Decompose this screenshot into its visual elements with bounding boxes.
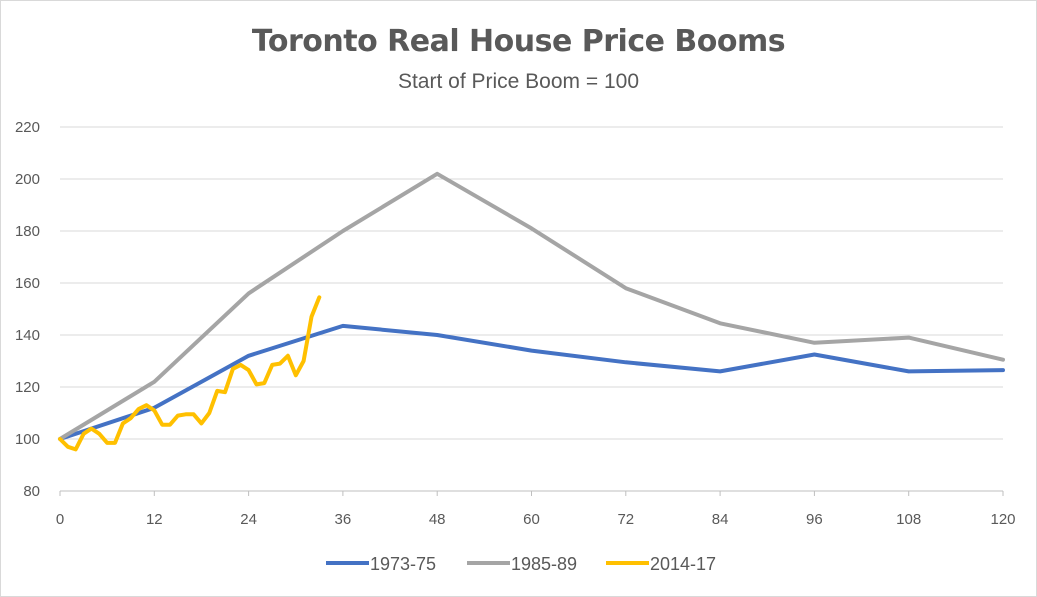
legend-label: 1973-75: [370, 554, 436, 574]
x-tick-label: 108: [896, 511, 921, 528]
axes: [59, 490, 1004, 496]
y-tick-label: 100: [15, 431, 40, 448]
y-tick-label: 120: [15, 379, 40, 396]
series-lines: [58, 171, 1005, 452]
x-axis-ticks: 0 12 24 36 48 60 72 84 96 108 120: [56, 511, 1016, 528]
x-tick-label: 12: [146, 511, 163, 528]
x-tick-label: 84: [712, 511, 729, 528]
x-tick-label: 72: [617, 511, 634, 528]
x-tick-label: 36: [335, 511, 352, 528]
x-tick-label: 0: [56, 511, 64, 528]
series-line-1985-89: [58, 171, 1005, 441]
y-tick-label: 140: [15, 327, 40, 344]
series-line-1973-75: [58, 323, 1005, 441]
x-tick-label: 48: [429, 511, 446, 528]
chart-title: Toronto Real House Price Booms: [251, 24, 786, 59]
legend-label: 2014-17: [650, 554, 716, 574]
chart-subtitle: Start of Price Boom = 100: [397, 70, 640, 93]
series-line-2014-17: [58, 295, 322, 452]
y-tick-label: 200: [15, 171, 40, 188]
y-tick-label: 80: [23, 483, 40, 500]
legend-label: 1985-89: [511, 554, 577, 574]
y-axis-ticks: 80 100 120 140 160 180 200 220: [15, 119, 40, 500]
y-tick-label: 180: [15, 223, 40, 240]
x-tick-label: 120: [990, 511, 1015, 528]
y-tick-label: 220: [15, 119, 40, 136]
x-tick-label: 60: [523, 511, 540, 528]
x-tick-label: 96: [806, 511, 823, 528]
legend: 1973-75 1985-89 2014-17: [326, 554, 716, 574]
x-tick-label: 24: [240, 511, 257, 528]
y-tick-label: 160: [15, 275, 40, 292]
gridlines: [60, 126, 1003, 440]
